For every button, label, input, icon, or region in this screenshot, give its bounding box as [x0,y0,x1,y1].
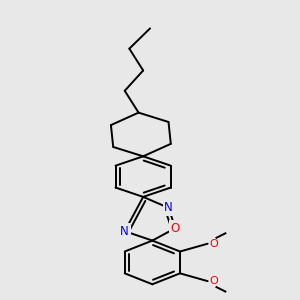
Text: O: O [171,222,180,235]
Text: O: O [209,276,218,286]
Text: N: N [164,201,173,214]
Text: O: O [209,239,218,249]
Text: N: N [120,225,129,238]
